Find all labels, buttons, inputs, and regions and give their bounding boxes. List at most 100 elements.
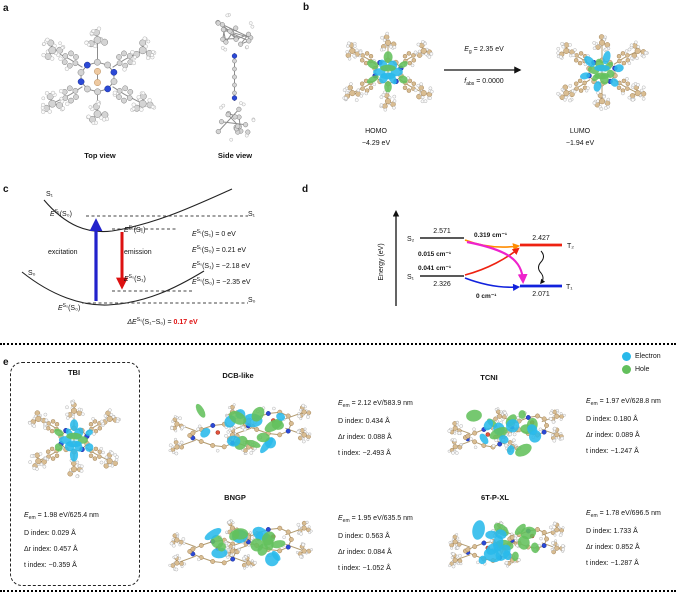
dr-index-line: Δr index: 0.852 Å: [586, 544, 640, 551]
d-index-line: D index: 0.029 Å: [24, 530, 76, 537]
rest: (S₀): [68, 305, 81, 312]
s2-value: 2.571: [433, 228, 451, 235]
sym: E: [338, 515, 343, 522]
sym: E: [192, 263, 197, 270]
annotation-tcni: Eem = 1.97 eV/628.8 nm D index: 0.180 Å …: [586, 398, 661, 464]
orbital-legend: Electron Hole: [622, 350, 661, 376]
dimer-structure-6t-p-xl: [448, 520, 566, 569]
sub: em: [342, 403, 350, 409]
dimer-structure-bngp: [168, 519, 313, 572]
sym: E: [58, 305, 63, 312]
emission-line: Eem = 1.78 eV/696.5 nm: [586, 510, 661, 519]
d-index-line: D index: 0.180 Å: [586, 416, 638, 423]
energy-line-2: ES₁(S₀) = 0.21 eV: [192, 245, 246, 254]
rest: (S₀): [59, 211, 72, 218]
monomer-orbital-structure: [27, 399, 121, 479]
lumo-caption: LUMO: [569, 128, 591, 135]
t-index-line: t index: −1.052 Å: [338, 565, 391, 572]
annotation-dcb-like: Eem = 2.12 eV/583.9 nm D index: 0.434 Å …: [338, 400, 413, 466]
s1min-energy-label: ES₁(S₁): [124, 225, 145, 234]
panel-e-top-separator: [0, 343, 676, 345]
osc-subscript: abs: [466, 81, 475, 87]
rest: (S₀) = −2.35 eV: [202, 279, 251, 286]
right-s1-state-label: S₁: [248, 211, 256, 218]
right-s0-state-label: S₀: [248, 297, 256, 304]
soc-arrow-s1-t2: [464, 247, 520, 276]
s2-label: S₂: [407, 236, 415, 243]
gap-subscript: g: [468, 49, 472, 55]
d-index-line: D index: 1.733 Å: [586, 528, 638, 535]
panel-e-bottom-separator: [0, 590, 676, 592]
rest: = 2.12 eV/583.9 nm: [349, 400, 413, 407]
panel-e-label: e: [3, 357, 9, 368]
emission-label: emission: [124, 249, 152, 256]
monomer-box: [10, 362, 140, 586]
annotation-6t-p-xl: Eem = 1.78 eV/696.5 nm D index: 1.733 Å …: [586, 510, 661, 576]
sup: S₀: [196, 261, 203, 267]
sym: E: [586, 398, 591, 405]
panel-c-label: c: [3, 184, 9, 195]
emission-line: Eem = 1.95 eV/635.5 nm: [338, 515, 413, 524]
side-view-caption: Side view: [217, 151, 253, 160]
panel-d-label: d: [302, 184, 309, 195]
gap-symbol: E: [464, 46, 469, 53]
panel-b-label: b: [303, 2, 310, 13]
rest: (S₁): [133, 227, 146, 234]
electron-dot-icon: [622, 352, 631, 361]
d-index-line: D index: 0.434 Å: [338, 418, 390, 425]
homo-lumo-arrow: [444, 66, 522, 74]
rest: = 1.78 eV/696.5 nm: [597, 510, 661, 517]
sup: S₀: [62, 303, 69, 309]
dr-index-line: Δr index: 0.084 Å: [338, 549, 392, 556]
legend-electron-label: Electron: [635, 353, 661, 360]
sym: E: [338, 400, 343, 407]
annotation-bngp: Eem = 1.95 eV/635.5 nm D index: 0.563 Å …: [338, 515, 413, 581]
rest: = 1.95 eV/635.5 nm: [349, 515, 413, 522]
homo-caption: HOMO: [365, 128, 387, 135]
sym: E: [24, 512, 29, 519]
homo-orbital-structure: [342, 31, 434, 112]
rest: (S₀) = 0.21 eV: [201, 247, 247, 254]
sup: S₀: [196, 277, 203, 283]
internal-conversion-arrow: [538, 250, 546, 285]
dr-index-line: Δr index: 0.089 Å: [586, 432, 640, 439]
t1-value: 2.071: [532, 291, 550, 298]
dr-index-line: Δr index: 0.457 Å: [24, 546, 78, 553]
legend-electron-row: Electron: [622, 350, 661, 363]
sub: em: [590, 513, 598, 519]
sym: E: [192, 247, 197, 254]
t-index-line: t index: −1.287 Å: [586, 560, 639, 567]
emission-line: Eem = 1.98 eV/625.4 nm: [24, 512, 99, 521]
sym: E: [586, 510, 591, 517]
gap-value: = 2.35 eV: [471, 46, 504, 53]
excitation-emission-diagram: [21, 188, 248, 306]
dimer-structure-dcb-like: [168, 403, 312, 456]
sym: E: [192, 279, 197, 286]
osc-symbol: f: [464, 78, 467, 85]
structure-title-tcni: TCNI: [480, 373, 498, 382]
t-index-line: t index: −2.493 Å: [338, 450, 391, 457]
soc-value-s2-t2: 0.015 cm⁻¹: [418, 251, 451, 258]
pre: ΔE: [127, 319, 137, 326]
excitation-label: excitation: [48, 249, 78, 256]
soc-arrow-s2-t1: [466, 240, 528, 284]
s1-label: S₁: [407, 274, 415, 281]
sub: em: [28, 515, 36, 521]
rest: (S₁): [134, 276, 146, 283]
reorganization-energy-label: ΔES₀(S₁−S₀) = 0.17 eV: [95, 317, 230, 326]
homo-energy: −4.29 eV: [361, 140, 391, 147]
s0s0-energy-label: ES₀(S₀): [58, 303, 80, 312]
soc-value-s1-t2: 0.041 cm⁻¹: [418, 265, 451, 272]
s0s1-energy-label: ES₀(S₁): [124, 274, 146, 283]
emission-line: Eem = 1.97 eV/628.8 nm: [586, 398, 661, 407]
lumo-orbital-structure: [556, 34, 649, 111]
monomer-annotation: Eem = 1.98 eV/625.4 nm D index: 0.029 Å …: [24, 512, 99, 578]
monomer-title: TBI: [67, 368, 81, 377]
structure-title-dcb-like: DCB-like: [222, 371, 254, 380]
reorg-value: 0.17 eV: [173, 319, 198, 326]
s1-potential-curve: [43, 188, 233, 233]
sup: S₁: [196, 229, 202, 235]
oscillator-strength-label: fabs = 0.0000: [440, 78, 528, 87]
band-gap-label: Eg = 2.35 eV: [440, 46, 528, 55]
